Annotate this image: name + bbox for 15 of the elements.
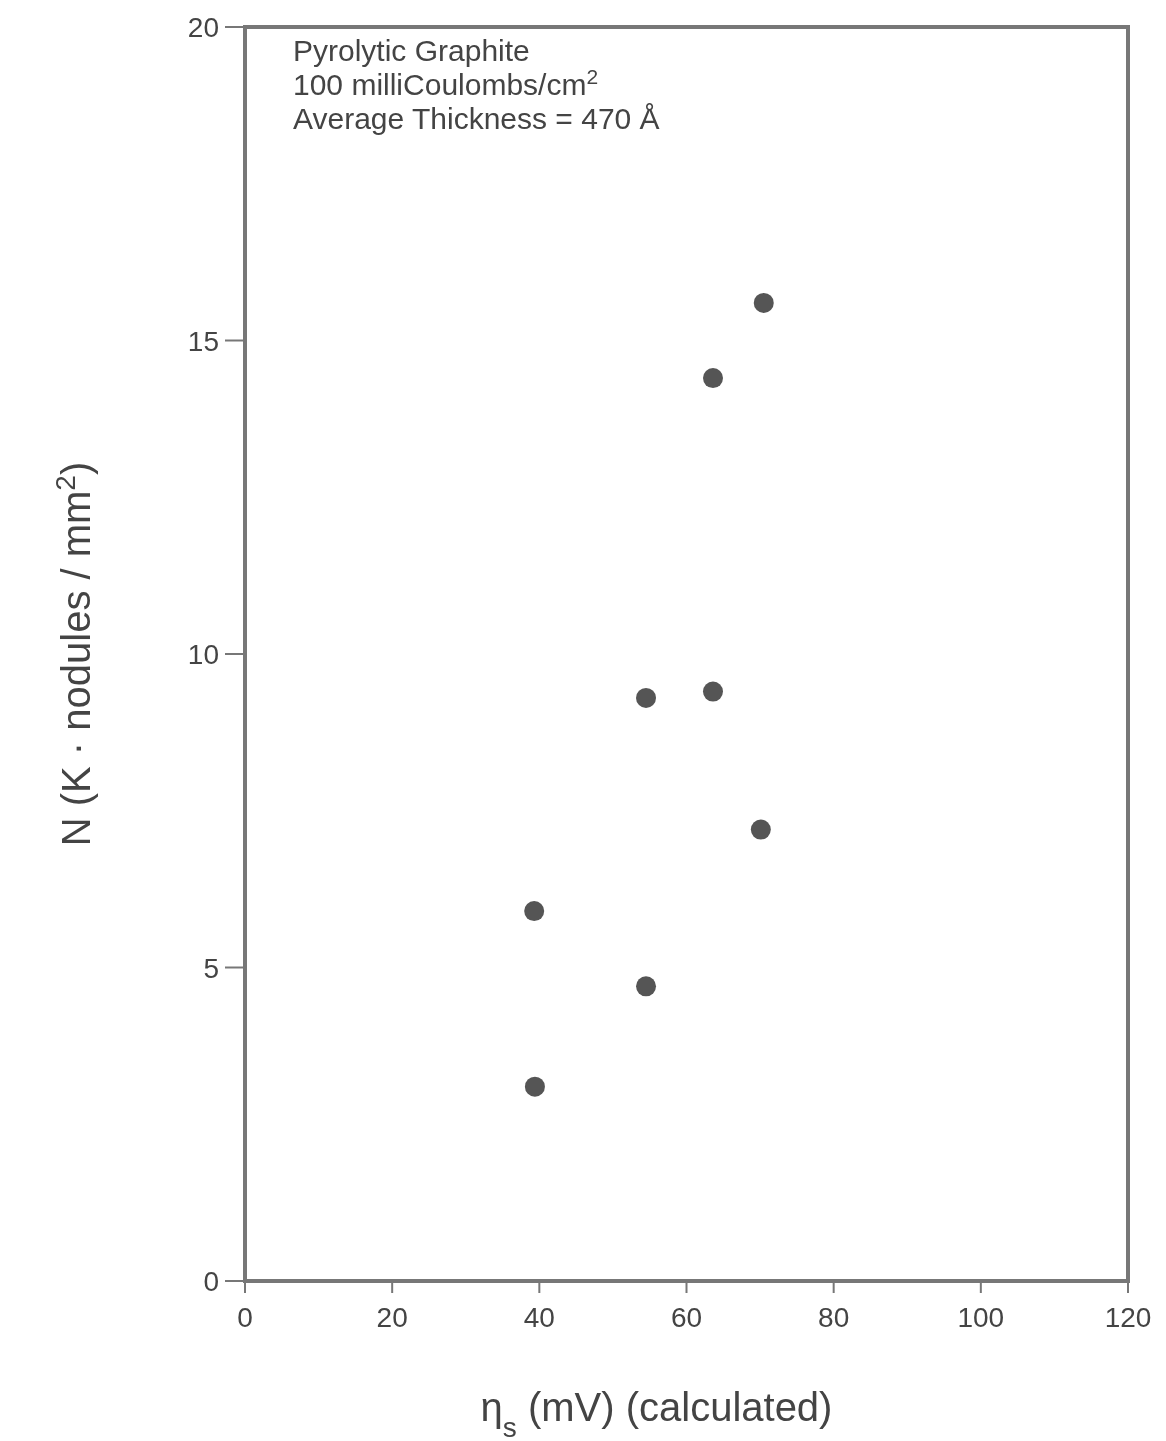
x-tick-label: 60 bbox=[670, 1302, 703, 1333]
y-tick-label: 5 bbox=[203, 952, 219, 984]
y-tick-label: 0 bbox=[203, 1266, 219, 1297]
x-tick-label: 40 bbox=[523, 1302, 555, 1333]
x-tick-label: 80 bbox=[818, 1302, 850, 1333]
y-tick-label: 15 bbox=[187, 325, 219, 357]
x-tick-label: 20 bbox=[376, 1302, 408, 1333]
y-tick-label: 10 bbox=[187, 639, 219, 670]
x-tick-label: 100 bbox=[957, 1302, 1005, 1333]
x-tick-label: 120 bbox=[1104, 1302, 1152, 1333]
x-axis-title: η$_{s}$ (mV) (calculated) bbox=[480, 1385, 833, 1441]
annotation: Average Thickness = 470 Å bbox=[293, 102, 660, 135]
x-tick-label: 0 bbox=[237, 1302, 253, 1333]
y-tick-label: 20 bbox=[187, 12, 219, 43]
annotation: Pyrolytic Graphite bbox=[293, 34, 530, 67]
